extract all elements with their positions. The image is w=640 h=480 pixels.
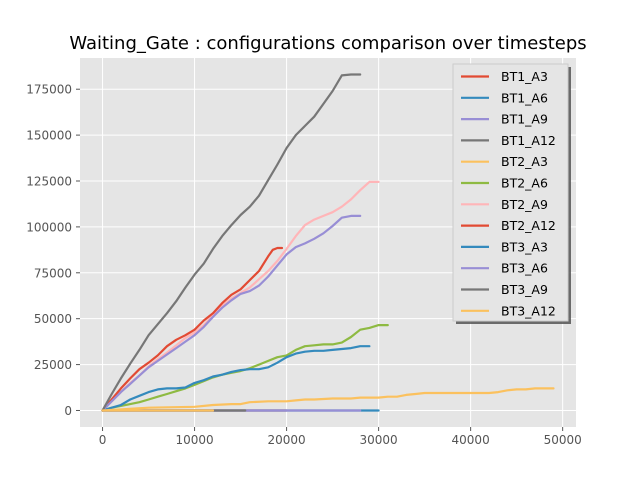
y-tick-label: 175000: [26, 83, 72, 97]
legend-label: BT2_A3: [501, 154, 548, 169]
legend-box: [452, 63, 569, 322]
chart-title: Waiting_Gate : configurations comparison…: [69, 33, 586, 54]
x-axis: 0 10000 20000 30000 40000 50000: [99, 427, 582, 447]
legend-label: BT3_A6: [501, 261, 548, 276]
series-line-bt3-a9: [101, 73, 362, 412]
y-tick-label: 125000: [26, 175, 72, 189]
series-group: [101, 73, 555, 412]
legend-label: BT1_A9: [501, 112, 548, 127]
legend-label: BT1_A12: [501, 133, 556, 148]
legend-label: BT2_A9: [501, 197, 548, 212]
y-tick-label: 150000: [26, 129, 72, 143]
y-tick-label: 25000: [34, 358, 72, 372]
legend-label: BT1_A3: [501, 69, 548, 84]
legend-label: BT1_A6: [501, 90, 548, 105]
x-tick-label: 10000: [175, 433, 213, 447]
legend-label: BT3_A9: [501, 282, 548, 297]
series-line-bt3-a12: [101, 387, 555, 412]
x-tick-label: 0: [99, 433, 107, 447]
legend-label: BT3_A3: [501, 239, 548, 254]
y-axis: 0 25000 50000 75000 100000 125000 150000 175000: [26, 83, 80, 418]
series-line-bt3-a3: [101, 345, 371, 412]
x-tick-label: 50000: [544, 433, 582, 447]
y-tick-label: 50000: [34, 312, 72, 326]
series-line-bt3-a6: [101, 214, 362, 412]
legend-label: BT2_A12: [501, 218, 556, 233]
series-line-bt2-a12: [101, 246, 284, 412]
x-tick-label: 20000: [267, 433, 305, 447]
legend-label: BT3_A12: [501, 303, 556, 318]
legend: BT1_A3 BT1_A6 BT1_A9 BT1_A12 BT2_A3 BT2_A6 BT2…: [452, 63, 571, 324]
y-tick-label: 0: [64, 404, 72, 418]
legend-label: BT2_A6: [501, 176, 548, 191]
y-tick-label: 75000: [34, 266, 72, 280]
y-tick-label: 100000: [26, 220, 72, 234]
x-tick-label: 30000: [360, 433, 398, 447]
x-tick-label: 40000: [452, 433, 490, 447]
